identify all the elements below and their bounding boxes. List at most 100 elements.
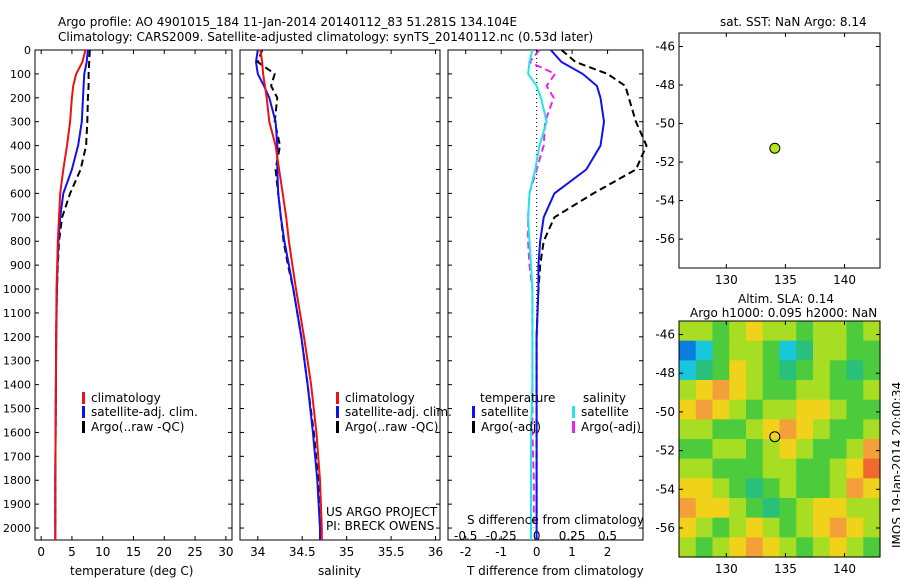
heatmap-cell bbox=[712, 517, 730, 538]
y-tick-label: 1400 bbox=[3, 379, 31, 392]
difference-xlabel: T difference from climatology bbox=[467, 564, 644, 578]
heatmap-cell bbox=[779, 458, 797, 479]
heatmap-cell bbox=[746, 321, 764, 342]
y-tick-label: 100 bbox=[10, 68, 31, 81]
y-tick-label: 0 bbox=[24, 44, 31, 57]
heatmap-cell bbox=[729, 498, 747, 519]
x-tick-label: 20 bbox=[157, 545, 172, 559]
heatmap-cell bbox=[695, 380, 714, 401]
heatmap-cell bbox=[863, 321, 881, 342]
heatmap-cell bbox=[729, 537, 747, 558]
heatmap-cell bbox=[679, 321, 697, 342]
x-tick-label: 0 bbox=[533, 545, 541, 559]
heatmap-cell bbox=[829, 537, 848, 558]
credit-pi: PI: BRECK OWENS bbox=[326, 519, 435, 533]
map-y-tick-label: -46 bbox=[655, 328, 675, 342]
legend-argo: Argo(..raw -QC) bbox=[82, 420, 184, 434]
heatmap-cell bbox=[779, 340, 797, 361]
x-tick-label: 15 bbox=[126, 545, 141, 559]
heatmap-cell bbox=[796, 478, 814, 499]
heatmap-cell bbox=[779, 399, 797, 420]
temperature-xlabel: temperature (deg C) bbox=[70, 564, 194, 578]
heatmap-cell bbox=[796, 537, 814, 558]
legend3-s-argo-label: Argo(-adj) bbox=[581, 420, 641, 434]
heatmap-cell bbox=[796, 340, 814, 361]
heatmap-cell bbox=[829, 399, 848, 420]
heatmap-cell bbox=[746, 340, 764, 361]
heatmap-cell bbox=[779, 517, 797, 538]
heatmap-cell bbox=[762, 399, 781, 420]
altimetry-subtitle: Argo h1000: 0.095 h2000: NaN bbox=[690, 306, 878, 320]
difference-x2label: S difference from climatology bbox=[467, 513, 644, 527]
x-tick-label: 35.5 bbox=[378, 545, 405, 559]
heatmap-cell bbox=[813, 380, 831, 401]
x2-tick-label: -0.5 bbox=[454, 529, 477, 543]
heatmap-cell bbox=[679, 340, 697, 361]
heatmap-cell bbox=[729, 321, 747, 342]
salinity-climatology-line bbox=[259, 49, 323, 540]
legend2-argo-label: Argo(..raw -QC) bbox=[345, 420, 439, 434]
heatmap-cell bbox=[729, 439, 747, 460]
heatmap-cell bbox=[863, 498, 881, 519]
float-position-marker bbox=[769, 431, 781, 443]
y-tick-label: 2000 bbox=[3, 522, 31, 535]
heatmap-cell bbox=[746, 419, 764, 440]
map-y-tick-label: -56 bbox=[655, 521, 675, 535]
x-tick-label: 10 bbox=[95, 545, 110, 559]
header-line-1: Argo profile: AO 4901015_184 11-Jan-2014… bbox=[58, 15, 518, 29]
heatmap-cell bbox=[829, 380, 848, 401]
diff-t-argo-line bbox=[535, 49, 648, 528]
heatmap-cell bbox=[695, 321, 714, 342]
heatmap-cell bbox=[762, 380, 781, 401]
heatmap-cell bbox=[813, 340, 831, 361]
map-x-tick-label: 130 bbox=[715, 562, 738, 576]
heatmap-cell bbox=[846, 478, 864, 499]
heatmap-cell bbox=[695, 498, 714, 519]
heatmap-cell bbox=[746, 537, 764, 558]
heatmap-cell bbox=[695, 478, 714, 499]
heatmap-cell bbox=[846, 439, 864, 460]
y-tick-label: 1300 bbox=[3, 355, 31, 368]
heatmap-cell bbox=[762, 340, 781, 361]
imos-watermark: IMOS 19-Jan-2014 20:00:34 bbox=[890, 381, 900, 548]
map-x-tick-label: 140 bbox=[833, 562, 856, 576]
legend-satellite: satellite-adj. clim. bbox=[82, 405, 198, 419]
heatmap-cell bbox=[729, 399, 747, 420]
y-tick-label: 1500 bbox=[3, 403, 31, 416]
heatmap-cell bbox=[796, 321, 814, 342]
heatmap-cell bbox=[863, 537, 881, 558]
legend2-climatology: climatology bbox=[336, 391, 415, 405]
x-tick-label: 30 bbox=[218, 545, 233, 559]
temperature-axes: 0100200300400500600700800900100011001200… bbox=[3, 44, 233, 559]
x2-tick-label: 0.5 bbox=[598, 529, 617, 543]
legend2-satellite: satellite-adj. clim. bbox=[336, 405, 452, 419]
heatmap-cell bbox=[813, 321, 831, 342]
y-tick-label: 900 bbox=[10, 259, 31, 272]
heatmap-cell bbox=[712, 419, 730, 440]
salinity-xlabel: salinity bbox=[318, 564, 362, 578]
heatmap-cell bbox=[829, 498, 848, 519]
heatmap-cell bbox=[846, 458, 864, 479]
heatmap-cell bbox=[779, 360, 797, 381]
heatmap-cell bbox=[813, 458, 831, 479]
heatmap-cell bbox=[729, 340, 747, 361]
y-tick-label: 1600 bbox=[3, 426, 31, 439]
heatmap-cell bbox=[813, 439, 831, 460]
heatmap-cell bbox=[829, 439, 848, 460]
heatmap-cell bbox=[695, 439, 714, 460]
heatmap-cell bbox=[829, 360, 848, 381]
legend3-s-satellite-label: satellite bbox=[581, 405, 629, 419]
heatmap-cell bbox=[779, 439, 797, 460]
position-map-axes: 130 135 140 -46 -48 -50 -52 -54 -56 bbox=[655, 32, 881, 287]
x-tick-label: 25 bbox=[187, 545, 202, 559]
map-y-tick-label: -54 bbox=[655, 194, 675, 208]
float-position-marker bbox=[769, 142, 781, 154]
map-frame bbox=[678, 32, 881, 269]
heatmap-cell bbox=[695, 458, 714, 479]
heatmap-cell bbox=[679, 399, 697, 420]
heatmap-cell bbox=[863, 340, 881, 361]
heatmap-cell bbox=[762, 321, 781, 342]
y-tick-label: 600 bbox=[10, 187, 31, 200]
